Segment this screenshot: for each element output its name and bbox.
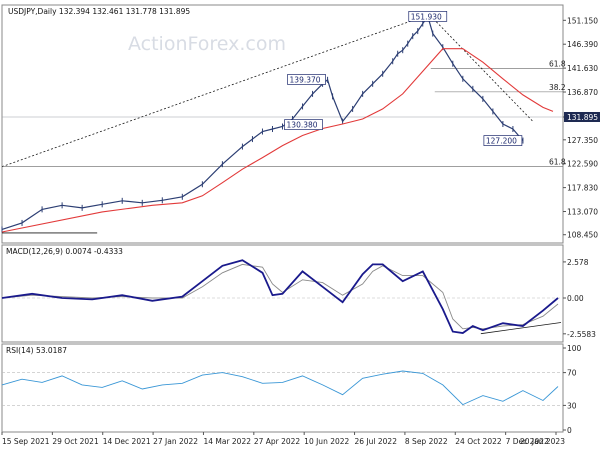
price-annotation-box [408, 11, 448, 22]
rsi-tick-label: 70 [567, 369, 577, 378]
fib-level-label: 61.8 [549, 158, 566, 167]
price-annotations: 151.930 139.370 130.380 127.200 [284, 11, 523, 146]
macd-tick-label: 0.00 [567, 294, 584, 303]
x-tick-label: 10 Jun 2022 [304, 437, 349, 446]
x-tick-label: 26 Jul 2022 [355, 437, 398, 446]
x-tick-label: 20 Jan 2023 [520, 437, 565, 446]
macd-tick-label: 2.578 [567, 258, 589, 267]
macd-panel: MACD(12,26,9) 0.0074 -0.4333 2.578 0.00 -2… [1, 244, 596, 343]
x-tick-label: 8 Sep 2022 [405, 437, 448, 446]
price-tick-label: 122.590 [567, 160, 598, 169]
macd-header: MACD(12,26,9) 0.0074 -0.4333 [6, 247, 123, 256]
fib-level-label: 61.8 [549, 59, 566, 68]
x-tick-label: 27 Apr 2022 [254, 437, 301, 446]
rsi-lines [1, 370, 563, 406]
price-annotation-label: 127.200 [486, 137, 517, 146]
watermark: ActionForex.com [128, 33, 286, 55]
price-tick-label: 151.150 [567, 16, 598, 25]
price-tick-label: 146.390 [567, 40, 598, 49]
trend-line-down [430, 15, 534, 122]
rsi-tick-label: 100 [567, 344, 582, 353]
macd-axis: 2.578 0.00 -2.5583 [563, 258, 596, 339]
price-lines: 61.8 38.2 61.8 [1, 13, 566, 234]
price-tick-label: 117.830 [567, 184, 598, 193]
macd-tick-label: -2.5583 [567, 330, 596, 339]
price-tick-label: 136.870 [567, 88, 598, 97]
last-price-box [564, 111, 600, 122]
price-annotation-label: 139.370 [290, 75, 321, 84]
rsi-tick-label: 0 [567, 426, 572, 435]
x-tick-label: 14 Mar 2022 [203, 437, 251, 446]
price-series [1, 15, 524, 230]
trend-line-up [1, 14, 428, 168]
rsi-axis: 100 70 30 0 [563, 344, 582, 435]
price-annotation-box [483, 135, 523, 146]
x-tick-label: 29 Oct 2021 [52, 437, 99, 446]
price-annotation-label: 151.930 [411, 12, 442, 21]
price-panel: ActionForex.com USDJPY,Daily 132.394 132… [1, 4, 600, 244]
price-tick-label: 141.630 [567, 64, 598, 73]
macd-series [1, 259, 559, 334]
price-tick-label: 127.350 [567, 136, 598, 145]
x-tick-label: 15 Sep 2021 [2, 437, 50, 446]
last-price-label: 131.895 [567, 113, 598, 122]
macd-divergence-line [480, 322, 562, 335]
moving-average-series [1, 48, 554, 233]
price-axis: 108.450 113.070 117.830 122.590 127.350 131.8… [563, 16, 600, 240]
x-tick-label: 24 Oct 2022 [455, 437, 502, 446]
price-tick-label: 108.450 [567, 231, 598, 240]
x-tick-label: 14 Dec 2021 [103, 437, 151, 446]
price-annotation-box [287, 74, 326, 85]
x-axis: 15 Sep 2021 29 Oct 2021 14 Dec 2021 27 Jan … [1, 432, 565, 446]
price-header: USDJPY,Daily 132.394 132.461 131.778 131… [8, 7, 190, 16]
macd-lines [1, 259, 563, 335]
rsi-panel: RSI(14) 53.0187 100 70 30 0 [1, 343, 582, 435]
fib-level-label: 38.2 [549, 83, 566, 92]
price-tick-label: 113.070 [567, 208, 598, 217]
rsi-series [1, 370, 559, 406]
rsi-tick-label: 30 [567, 401, 577, 410]
x-tick-label: 27 Jan 2022 [153, 437, 198, 446]
price-annotation-label: 130.380 [287, 121, 318, 130]
x-tick-label: 7 Dec 2022 [506, 437, 549, 446]
price-annotation-box [284, 119, 323, 130]
rsi-header: RSI(14) 53.0187 [6, 346, 67, 355]
